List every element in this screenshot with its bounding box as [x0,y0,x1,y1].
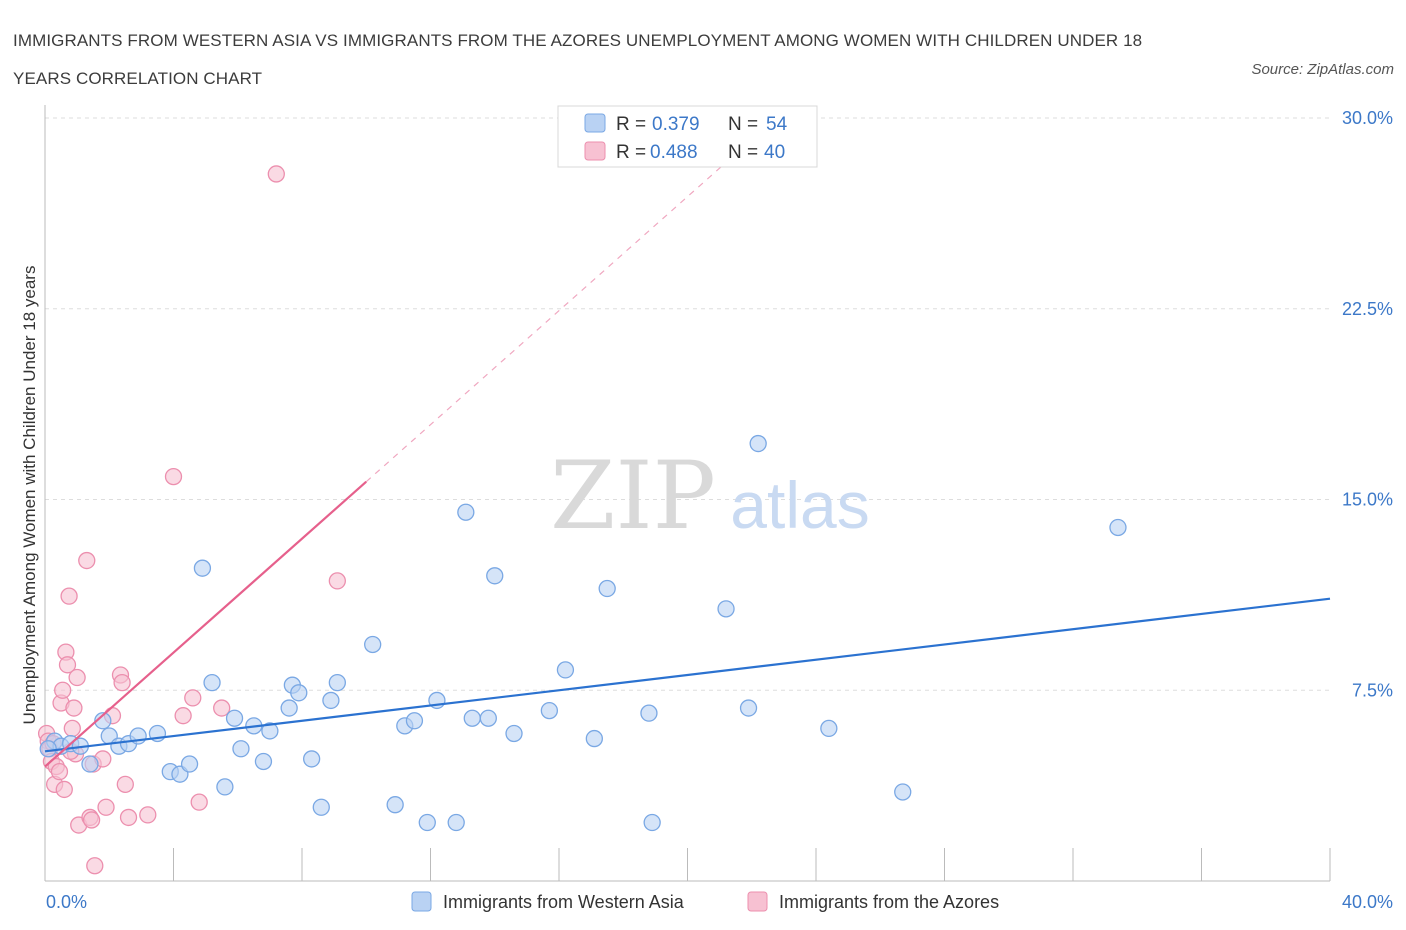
trend-lines [44,150,1331,768]
azores-point [116,775,134,794]
legend-swatch-western-asia [584,113,606,133]
legend-r-label-2: R = [616,142,646,163]
y-tick-label: 15.0% [1342,490,1393,510]
western-asia-point [894,783,912,801]
azores-point [68,668,86,687]
azores-point [267,165,285,183]
western-asia-point [405,712,424,730]
western-asia-point [585,729,603,748]
western-asia-point [479,709,497,727]
legend-n-value-2: 40 [764,142,785,163]
western-asia-point [328,673,346,692]
western-asia-point [386,796,404,814]
western-asia-point [447,813,465,832]
x-tick-label: 0.0% [46,892,87,912]
azores-point [58,656,77,674]
azores-point [213,699,231,717]
legend-n-label-2: N = [728,142,758,163]
western-asia-point [261,722,279,740]
x-tick-label: 40.0% [1342,892,1393,912]
western-asia-point [556,661,575,679]
legend-swatch-azores [584,141,606,161]
azores-point [119,808,138,827]
western-asia-point [254,752,273,771]
watermark: ZIP atlas [550,442,870,551]
azores-point [113,673,131,692]
chart-title: IMMIGRANTS FROM WESTERN ASIA VS IMMIGRAN… [13,31,1143,88]
western-asia-point [505,724,523,743]
western-asia-point [463,709,481,727]
y-tick-label: 7.5% [1352,680,1393,700]
western-asia-point [598,579,616,598]
legend-r-value-2: 0.488 [650,142,698,163]
western-asia-point [1109,518,1127,537]
western-asia-point [94,712,112,730]
western-asia-point [81,755,99,773]
azores-point [328,572,346,590]
azores-point [139,806,157,824]
western-asia-point [193,559,212,577]
western-asia-point [486,567,504,585]
azores-point [97,798,115,816]
legend-r-label-1: R = [616,114,646,135]
western-asia-point [216,778,234,796]
azores-point [86,857,104,875]
azores-point [184,689,202,707]
western-asia-point [717,600,735,618]
western-asia-trend-line [44,597,1331,753]
azores-point [65,699,83,717]
western-asia-point [540,701,559,720]
western-asia-point [280,699,298,717]
legend-r-value-1: 0.379 [652,114,700,135]
western-asia-point [232,740,250,758]
tick-labels: 7.5% 15.0% 22.5% 30.0% 0.0% 40.0% [46,108,1393,912]
azores-point [164,467,183,486]
azores-point [78,551,96,570]
watermark-zip: ZIP [550,442,716,551]
western-asia-point [739,699,758,717]
bottom-legend: Immigrants from Western Asia Immigrants … [411,891,999,912]
western-asia-point [820,719,838,738]
azores-point [82,811,101,829]
y-tick-label: 22.5% [1342,299,1393,319]
western-asia-point [180,755,199,773]
azores-point [55,780,73,799]
grid-lines [45,117,1330,691]
axes [44,105,1331,882]
western-asia-point [312,798,330,816]
legend-n-label-1: N = [728,114,758,135]
watermark-atlas: atlas [730,468,869,542]
top-legend: R = 0.379 N = 54 R = 0.488 N = 40 [557,105,818,168]
bottom-legend-swatch-western-asia [411,891,432,912]
source-label: Source: ZipAtlas.com [1251,61,1394,78]
western-asia-point [322,691,340,710]
bottom-legend-label-azores: Immigrants from the Azores [779,892,999,912]
data-points [37,165,1127,875]
western-asia-point [364,635,382,654]
bottom-legend-label-western-asia: Immigrants from Western Asia [443,892,685,912]
western-asia-point [302,750,321,768]
azores-point [50,762,69,781]
western-asia-point [640,704,658,722]
western-asia-point [457,503,475,521]
western-asia-point [418,813,436,832]
bottom-legend-swatch-azores [747,891,768,912]
legend-n-value-1: 54 [766,114,788,135]
azores-point [174,707,192,725]
y-tick-label: 30.0% [1342,108,1393,128]
western-asia-point [643,813,661,832]
western-asia-point [203,673,221,692]
western-asia-point [225,709,244,727]
azores-point [190,793,208,811]
azores-point [60,587,78,605]
azores-point [54,681,72,699]
western-asia-point [39,740,57,758]
western-asia-point [290,684,308,702]
azores-trend-line [44,480,367,768]
azores-point [63,719,81,738]
western-asia-point [749,434,767,453]
azores-trend-extension [365,150,740,483]
